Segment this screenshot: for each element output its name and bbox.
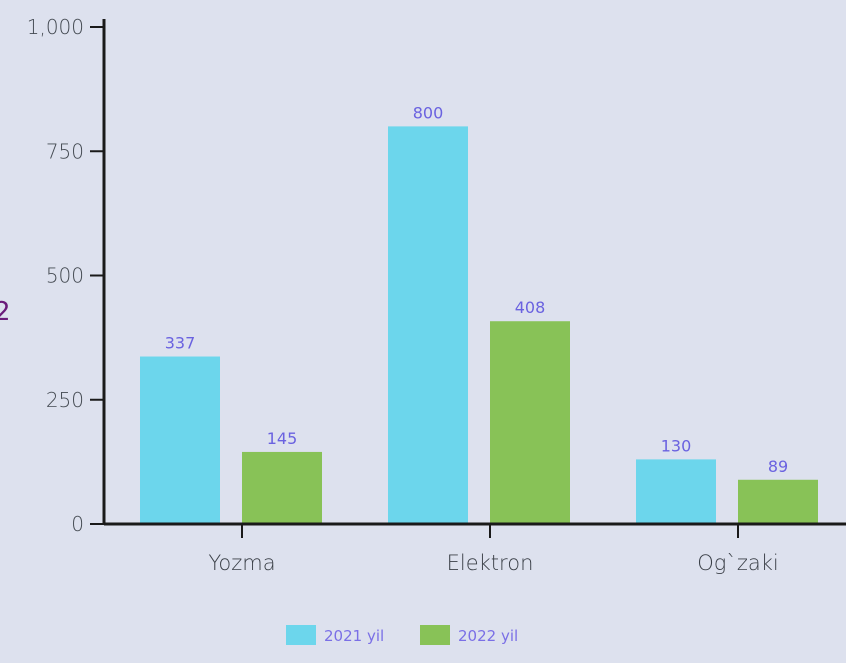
bar-elektron-series-2 (490, 321, 570, 524)
y-tick-label: 500 (46, 264, 84, 288)
y-tick-label: 1,000 (27, 15, 84, 39)
bar-yozma-series-2 (242, 451, 322, 524)
x-tick-label: Elektron (447, 551, 534, 575)
y-tick-label: 250 (46, 388, 84, 412)
y-tick-label: 0 (71, 512, 84, 536)
data-label: 145 (267, 429, 298, 448)
legend-swatch (286, 625, 316, 645)
data-label: 800 (413, 103, 444, 122)
bar-ogzaki-series-2 (738, 479, 818, 524)
bar-yozma-series-1 (140, 356, 220, 524)
y-tick-label: 750 (46, 139, 84, 163)
data-label: 408 (515, 298, 546, 317)
bar-elektron-series-1 (388, 126, 468, 525)
data-labels-group: 337 145 800 408 130 89 (165, 103, 788, 475)
bar-ogzaki-series-1 (636, 459, 716, 524)
bars-group (140, 126, 818, 525)
data-label: 130 (661, 436, 692, 455)
y-axis: 0 250 500 750 1,000 (27, 15, 106, 536)
x-tick-label: Yozma (208, 551, 275, 575)
data-label: 89 (768, 457, 788, 476)
data-label: 337 (165, 334, 196, 353)
cropped-edge-text: 2 (0, 297, 11, 327)
x-tick-label: Og`zaki (697, 551, 779, 575)
legend-swatch (420, 625, 450, 645)
legend-label: 2021 yil (324, 627, 384, 645)
legend-label: 2022 yil (458, 627, 518, 645)
x-axis: Yozma Elektron Og`zaki (104, 522, 846, 575)
legend: 2021 yil 2022 yil (286, 625, 518, 645)
